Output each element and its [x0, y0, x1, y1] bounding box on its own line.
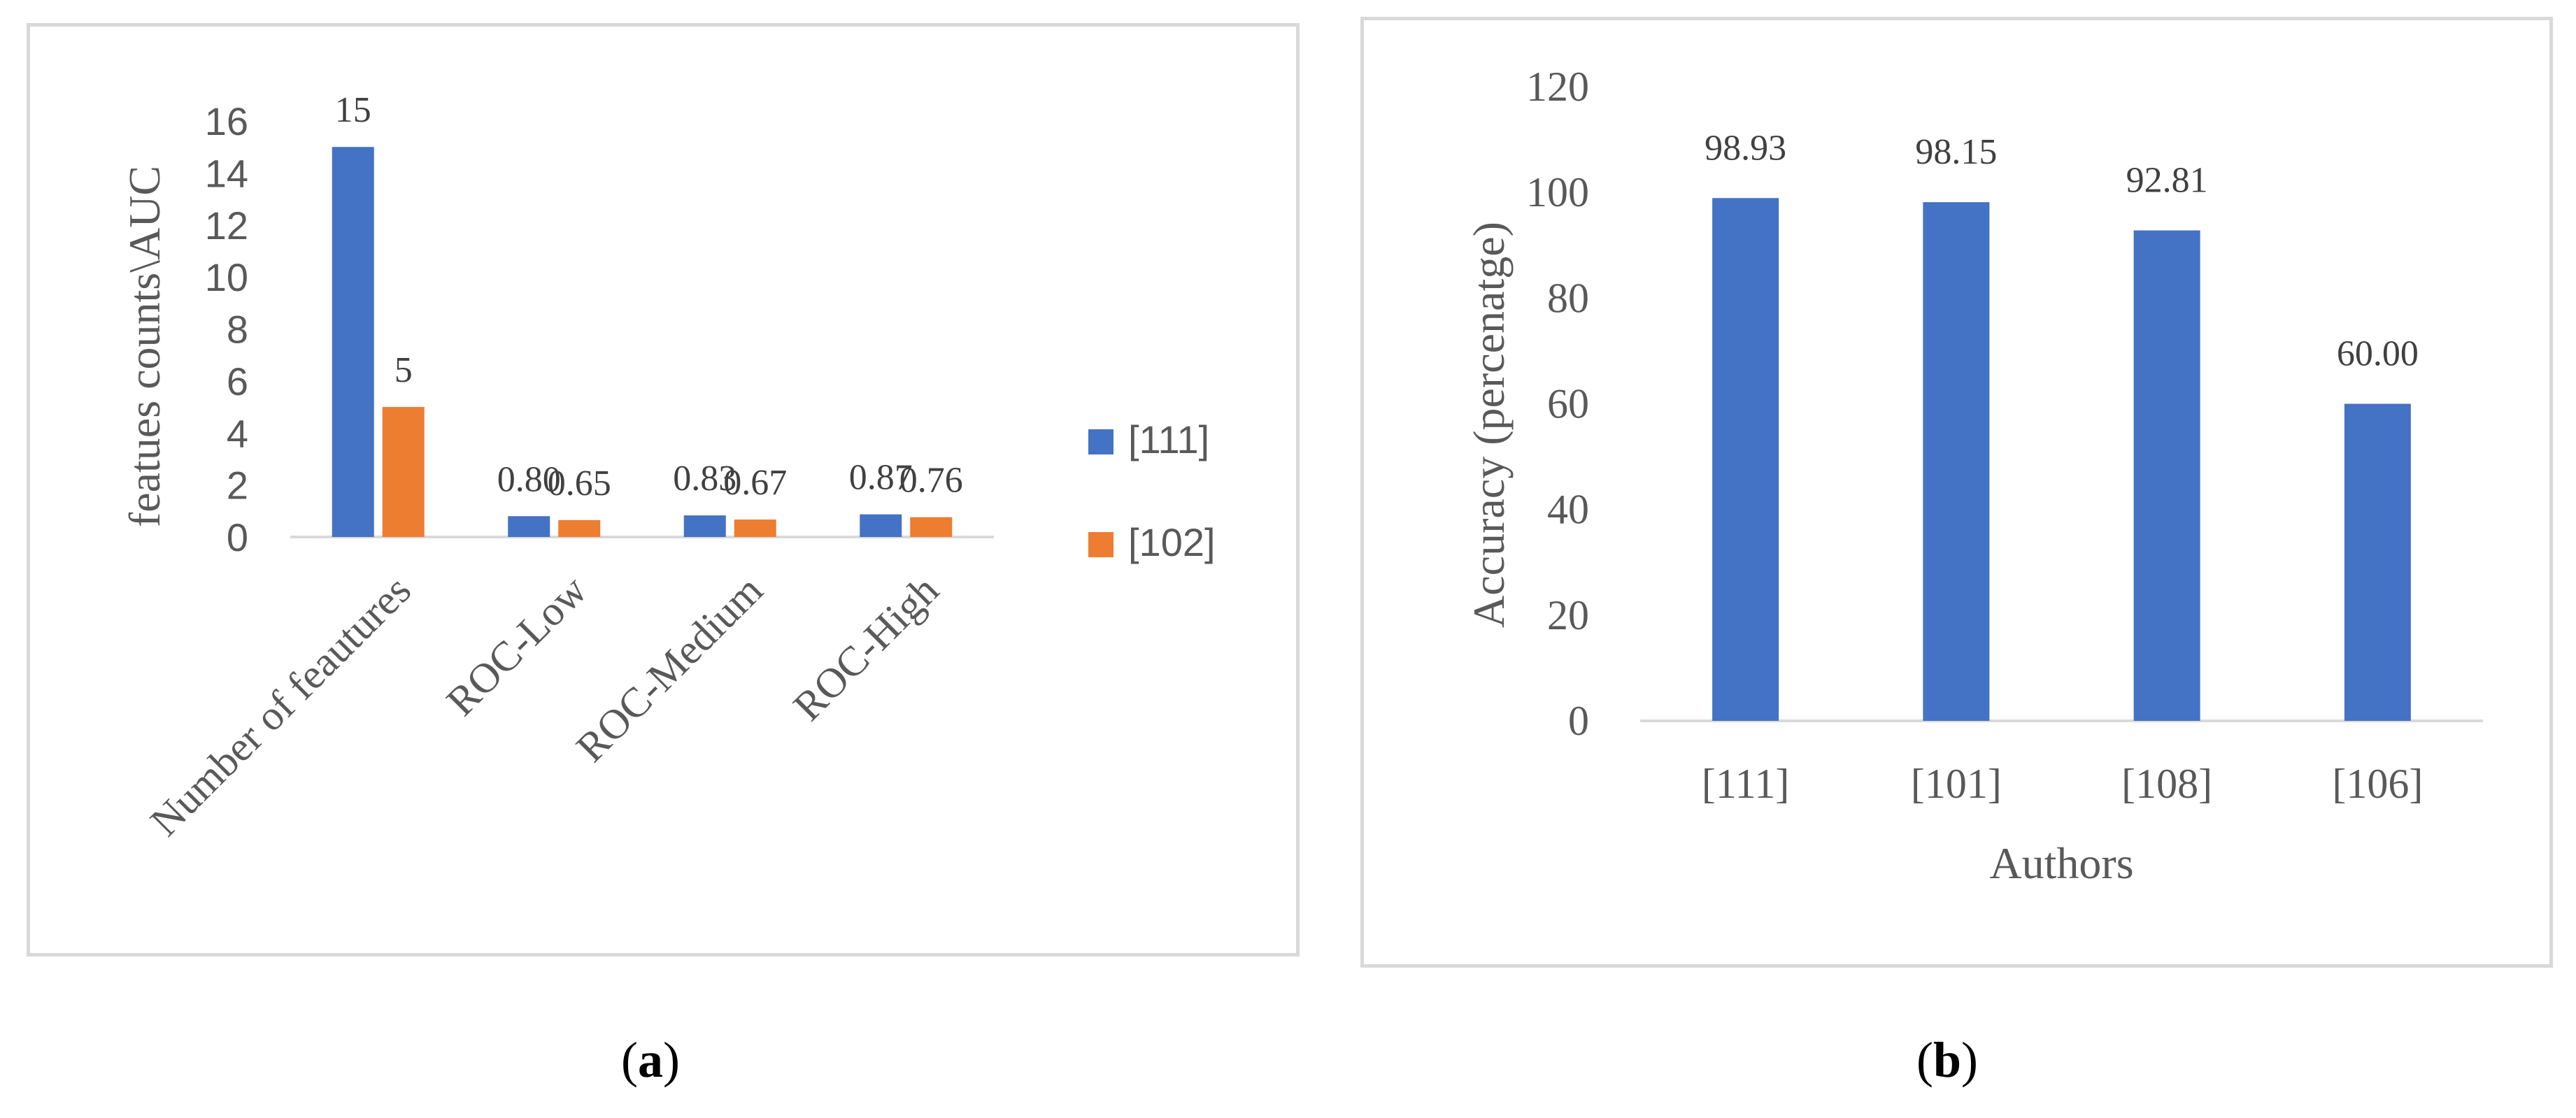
caption-b-letter: b: [1933, 1032, 1962, 1088]
y-tick-label: 100: [1526, 169, 1589, 215]
chart-b-panel: 0 20 40 60 80 100 120 Accuracy (percenatge) 98.9…: [1360, 17, 2553, 968]
y-tick-label: 40: [1547, 487, 1589, 533]
bar: [1712, 198, 1779, 721]
bar: [2344, 403, 2411, 721]
chart-a-panel: 0 2 4 6 8 10 12 14 16 featues counts\AUC 15 5 Number…: [27, 23, 1300, 956]
y-tick-label: 20: [1547, 592, 1589, 638]
data-label: 0.65: [548, 464, 611, 503]
y-axis-title: featues counts\AUC: [120, 166, 169, 527]
data-label: 0.87: [849, 458, 913, 498]
x-tick-label: [101]: [1911, 761, 2002, 807]
data-label: 60.00: [2337, 334, 2419, 374]
x-tick-label: [111]: [1702, 761, 1790, 807]
y-tick-label: 120: [1526, 64, 1589, 110]
data-label: 0.80: [497, 459, 561, 499]
caption-b-close: ): [1961, 1032, 1979, 1088]
caption-b: (b): [1916, 1031, 1978, 1089]
y-tick-label: 80: [1547, 275, 1589, 321]
bar-series2: [734, 519, 776, 537]
bar: [2133, 230, 2200, 721]
data-label: 0.83: [673, 459, 736, 499]
caption-a-letter: a: [637, 1032, 663, 1088]
bar: [1923, 202, 1990, 721]
legend-label: [111]: [1128, 417, 1209, 461]
y-tick-label: 0: [1568, 698, 1589, 744]
data-label: 0.67: [723, 463, 787, 503]
x-tick-label: ROC-Low: [438, 566, 596, 724]
data-label: 5: [394, 350, 413, 390]
data-label: 98.93: [1705, 128, 1786, 168]
y-tick-label: 2: [227, 464, 248, 508]
caption-b-open: (: [1916, 1032, 1933, 1088]
x-tick-label: Number of feautures: [141, 567, 420, 845]
legend-swatch: [1088, 532, 1113, 557]
y-tick-label: 10: [205, 255, 248, 299]
legend-swatch: [1088, 429, 1113, 454]
y-tick-label: 8: [227, 308, 248, 352]
y-tick-label: 16: [205, 99, 248, 143]
bar-series1: [860, 514, 902, 537]
bar-series2: [910, 517, 953, 537]
x-tick-label: ROC-Medium: [567, 567, 771, 771]
x-tick-label: ROC-High: [785, 567, 948, 730]
y-tick-label: 60: [1547, 381, 1589, 427]
legend-label: [102]: [1128, 520, 1216, 564]
chart-a: 0 2 4 6 8 10 12 14 16 featues counts\AUC 15 5 Number…: [120, 90, 1216, 845]
bar-series1: [508, 516, 550, 537]
bar-series1: [683, 515, 726, 537]
data-label: 15: [335, 90, 371, 130]
bar-series2: [558, 519, 601, 537]
caption-a-open: (: [621, 1032, 638, 1088]
caption-a: (a): [621, 1031, 680, 1089]
chart-b: 0 20 40 60 80 100 120 Accuracy (percenatge) 98.9…: [1464, 64, 2483, 888]
y-tick-label: 12: [205, 203, 248, 248]
y-tick-label: 4: [227, 411, 248, 455]
x-tick-label: [108]: [2121, 761, 2212, 807]
y-axis-title: Accuracy (percenatge): [1464, 222, 1514, 628]
data-label: 92.81: [2126, 161, 2208, 201]
y-tick-label: 0: [227, 515, 248, 559]
bar-series1: [332, 147, 374, 537]
y-tick-label: 6: [227, 359, 248, 403]
y-tick-label: 14: [205, 151, 248, 195]
bar-series2: [382, 407, 425, 537]
caption-a-close: ): [662, 1032, 680, 1088]
data-label: 0.76: [899, 461, 963, 501]
data-label: 98.15: [1915, 132, 1997, 172]
x-axis-title: Authors: [1989, 838, 2133, 888]
x-tick-label: [106]: [2332, 761, 2423, 807]
